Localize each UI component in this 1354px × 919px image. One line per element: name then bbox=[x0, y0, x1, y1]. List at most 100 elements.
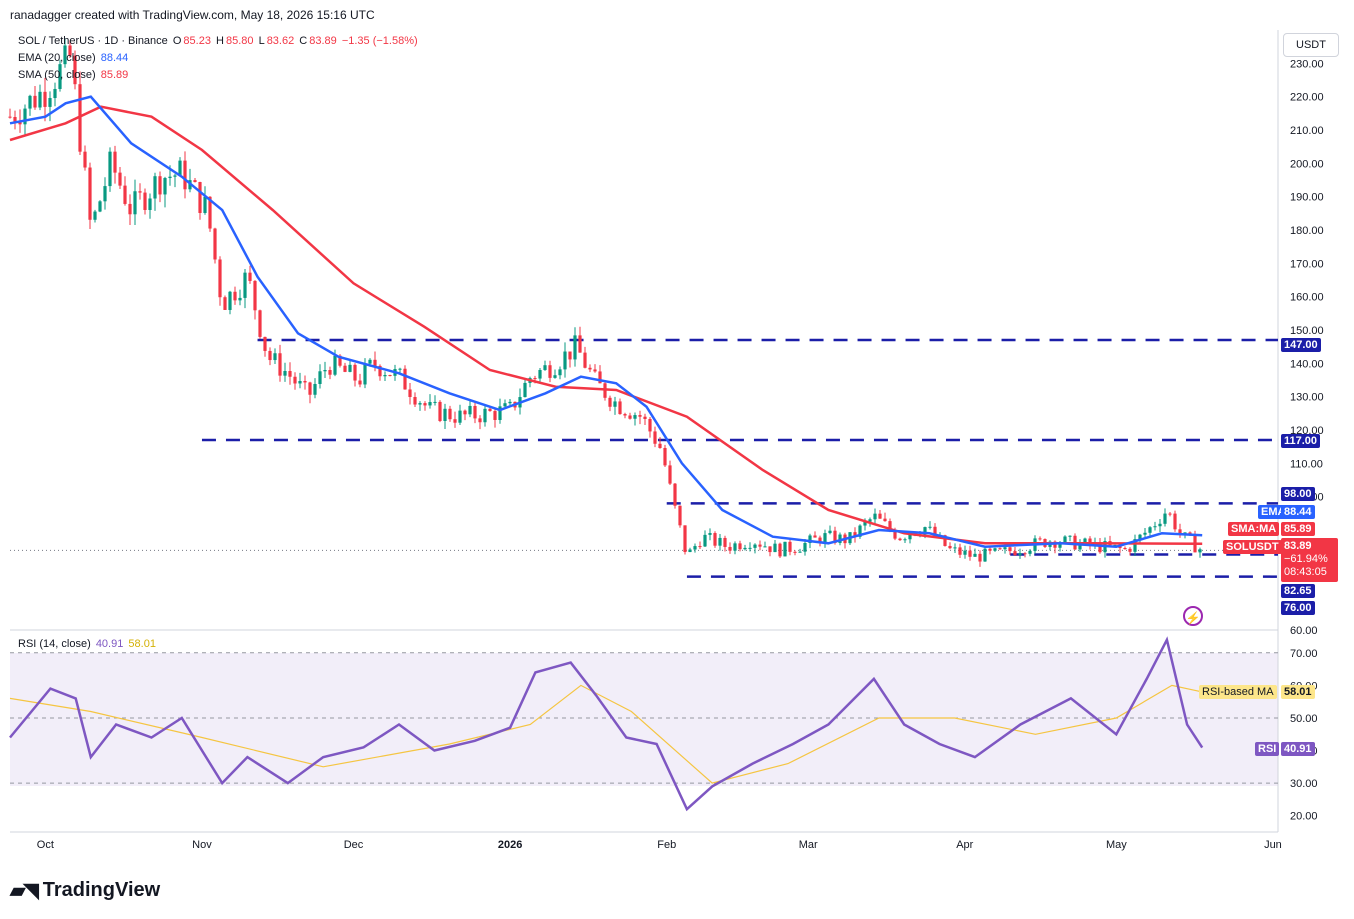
candle-body bbox=[308, 382, 312, 395]
time-axis[interactable]: Oct Nov Dec 2026 Feb Mar Apr May Jun bbox=[37, 839, 1282, 851]
candle-body bbox=[183, 160, 187, 190]
time-tick-label: Feb bbox=[657, 839, 676, 851]
legend-ohlc: SOL / TetherUS · 1D · Binance O 85.23 H 85… bbox=[18, 35, 420, 47]
candle-body bbox=[293, 376, 297, 384]
level-tag-76: 76.00 bbox=[1281, 601, 1315, 615]
candle-body bbox=[683, 525, 687, 553]
candle-body bbox=[63, 45, 67, 65]
candle-body bbox=[768, 546, 772, 553]
candle-body bbox=[448, 408, 452, 420]
candle-body bbox=[243, 272, 247, 298]
candle-body bbox=[558, 369, 562, 376]
candle-body bbox=[873, 513, 877, 520]
candle-body bbox=[933, 526, 937, 537]
candle-body bbox=[533, 378, 537, 380]
time-tick-label: May bbox=[1106, 839, 1127, 851]
candle-body bbox=[193, 180, 197, 183]
candle-body bbox=[758, 544, 762, 547]
legend-symbol[interactable]: SOL / TetherUS · 1D · Binance bbox=[18, 35, 168, 47]
candle-body bbox=[33, 95, 37, 108]
horizontal-levels bbox=[10, 338, 1278, 784]
candle-body bbox=[1028, 550, 1032, 554]
rsi-ma-name-tag: RSI-based MA bbox=[1199, 685, 1277, 699]
candle-body bbox=[38, 91, 42, 108]
candle-body bbox=[1068, 535, 1072, 537]
candle-body bbox=[718, 537, 722, 546]
candle-body bbox=[403, 368, 407, 390]
candle-body bbox=[593, 369, 597, 372]
candle-body bbox=[818, 537, 822, 544]
candle-body bbox=[198, 182, 202, 213]
candle-body bbox=[138, 191, 142, 193]
candle-body bbox=[733, 543, 737, 551]
candle-body bbox=[73, 55, 77, 85]
candle-body bbox=[388, 375, 392, 377]
tradingview-logo[interactable]: ▰◥ TradingView bbox=[10, 878, 160, 903]
candle-body bbox=[203, 196, 207, 213]
time-tick-label: Mar bbox=[799, 839, 818, 851]
legend-sma-value: 85.89 bbox=[100, 69, 129, 81]
candle-body bbox=[803, 543, 807, 552]
candle-body bbox=[993, 548, 997, 551]
legend-rsi[interactable]: RSI (14, close) 40.91 58.01 bbox=[18, 638, 158, 650]
candle-body bbox=[158, 176, 162, 195]
candle-body bbox=[898, 538, 902, 541]
last-price-change: −61.94% bbox=[1284, 553, 1328, 565]
candle-body bbox=[833, 530, 837, 543]
candle-body bbox=[428, 402, 432, 406]
price-tick-label: 220.00 bbox=[1290, 92, 1324, 104]
candle-body bbox=[143, 192, 147, 210]
price-tick-label: 180.00 bbox=[1290, 225, 1324, 237]
candle-body bbox=[488, 408, 492, 412]
candle-body bbox=[223, 297, 227, 310]
candle-body bbox=[148, 198, 152, 210]
candle-body bbox=[173, 175, 177, 177]
candle-body bbox=[368, 359, 372, 364]
candle-body bbox=[743, 547, 747, 550]
legend-sma[interactable]: SMA (50, close) 85.89 bbox=[18, 69, 130, 81]
candle-body bbox=[1063, 536, 1067, 544]
candle-body bbox=[108, 151, 112, 187]
price-tick-label: 210.00 bbox=[1290, 125, 1324, 137]
legend-rsi-label: RSI (14, close) bbox=[18, 638, 91, 650]
candle-body bbox=[958, 547, 962, 555]
candle-body bbox=[1098, 542, 1102, 553]
legend-o-value: 85.23 bbox=[183, 35, 211, 47]
candle-body bbox=[268, 350, 272, 361]
candle-body bbox=[438, 401, 442, 421]
candle-body bbox=[468, 405, 472, 415]
candle-body bbox=[663, 447, 667, 466]
ema-name-tag: EMA bbox=[1258, 505, 1289, 519]
candle-body bbox=[798, 551, 802, 553]
candle-body bbox=[313, 383, 317, 395]
legend-h-value: 85.80 bbox=[225, 35, 254, 47]
rsi-tick-label: 30.00 bbox=[1290, 778, 1318, 790]
legend-ema[interactable]: EMA (20, close) 88.44 bbox=[18, 52, 130, 64]
candle-body bbox=[613, 401, 617, 407]
candle-body bbox=[813, 535, 817, 538]
candle-body bbox=[258, 310, 262, 337]
time-tick-label: Nov bbox=[192, 839, 212, 851]
candle-body bbox=[53, 88, 57, 99]
tradingview-mark-icon: ▰◥ bbox=[10, 880, 39, 902]
candle-body bbox=[433, 401, 437, 403]
candle-body bbox=[778, 543, 782, 557]
candle-body bbox=[703, 534, 707, 547]
candle-body bbox=[563, 351, 567, 370]
candle-body bbox=[808, 535, 812, 544]
lightning-icon[interactable]: ⚡ bbox=[1183, 606, 1203, 626]
candle-body bbox=[753, 544, 757, 548]
candle-body bbox=[378, 365, 382, 377]
candle-body bbox=[113, 151, 117, 173]
candle-body bbox=[858, 525, 862, 537]
candle-body bbox=[363, 363, 367, 385]
candle-body bbox=[1153, 526, 1157, 528]
candle-body bbox=[88, 167, 92, 220]
rsi-tick-label: 50.00 bbox=[1290, 713, 1318, 725]
currency-button[interactable]: USDT bbox=[1283, 33, 1339, 57]
candle-body bbox=[1143, 532, 1147, 535]
candle-body bbox=[338, 355, 342, 366]
candle-body bbox=[28, 95, 32, 109]
